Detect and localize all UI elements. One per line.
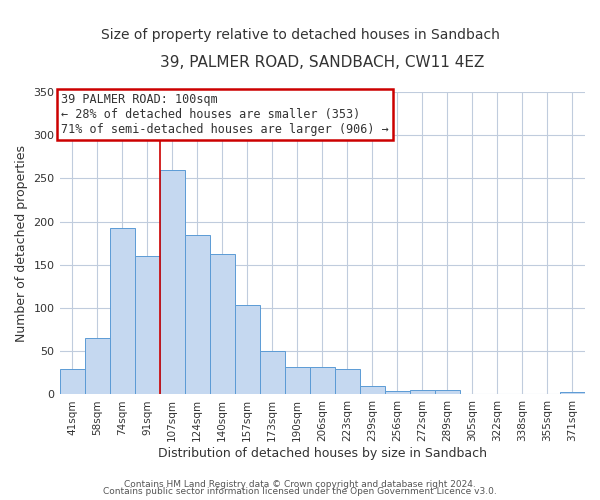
Bar <box>260 351 285 395</box>
Text: Contains HM Land Registry data © Crown copyright and database right 2024.: Contains HM Land Registry data © Crown c… <box>124 480 476 489</box>
Bar <box>85 338 110 394</box>
X-axis label: Distribution of detached houses by size in Sandbach: Distribution of detached houses by size … <box>158 447 487 460</box>
Bar <box>160 170 185 394</box>
Bar <box>385 391 410 394</box>
Bar <box>185 236 209 394</box>
Title: 39, PALMER ROAD, SANDBACH, CW11 4EZ: 39, PALMER ROAD, SANDBACH, CW11 4EZ <box>160 55 484 70</box>
Bar <box>560 392 585 394</box>
Bar <box>285 367 310 394</box>
Text: Size of property relative to detached houses in Sandbach: Size of property relative to detached ho… <box>101 28 499 42</box>
Bar <box>235 306 260 394</box>
Bar <box>310 367 335 394</box>
Bar <box>410 390 435 394</box>
Text: Contains public sector information licensed under the Open Government Licence v3: Contains public sector information licen… <box>103 487 497 496</box>
Text: 39 PALMER ROAD: 100sqm
← 28% of detached houses are smaller (353)
71% of semi-de: 39 PALMER ROAD: 100sqm ← 28% of detached… <box>61 93 389 136</box>
Bar <box>134 256 160 394</box>
Bar <box>110 228 134 394</box>
Bar <box>59 368 85 394</box>
Bar <box>360 386 385 394</box>
Bar <box>435 390 460 394</box>
Bar <box>209 254 235 394</box>
Bar <box>335 368 360 394</box>
Y-axis label: Number of detached properties: Number of detached properties <box>15 144 28 342</box>
